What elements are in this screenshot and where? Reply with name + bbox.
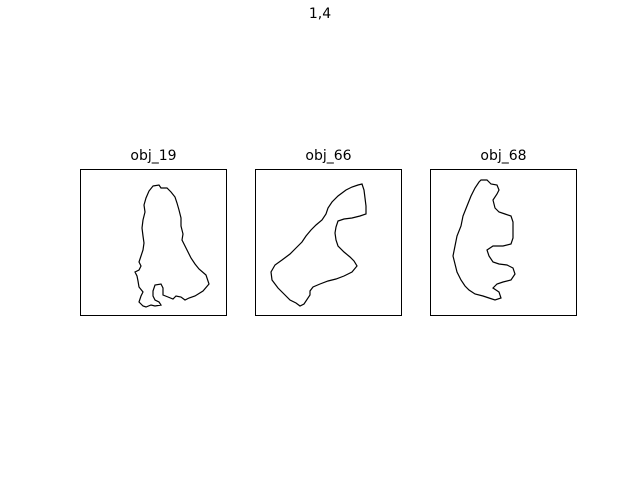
shape-path (134, 184, 210, 308)
shape-outline-obj-19 (134, 184, 210, 308)
panel-obj-19: obj_19 (80, 145, 227, 316)
panel-obj-66: obj_66 (255, 145, 402, 316)
panel-title: obj_68 (480, 148, 527, 164)
shape-outline-obj-68 (452, 179, 516, 301)
shape-path (452, 179, 516, 301)
panel-obj-68: obj_68 (430, 145, 577, 316)
shape-path (270, 183, 367, 307)
shape-frame (430, 169, 577, 316)
panel-title: obj_66 (305, 148, 352, 164)
shape-frame (80, 169, 227, 316)
shape-outline-obj-66 (270, 183, 367, 307)
figure-title: 1,4 (308, 6, 332, 22)
shape-frame (255, 169, 402, 316)
panel-title: obj_19 (130, 148, 177, 164)
